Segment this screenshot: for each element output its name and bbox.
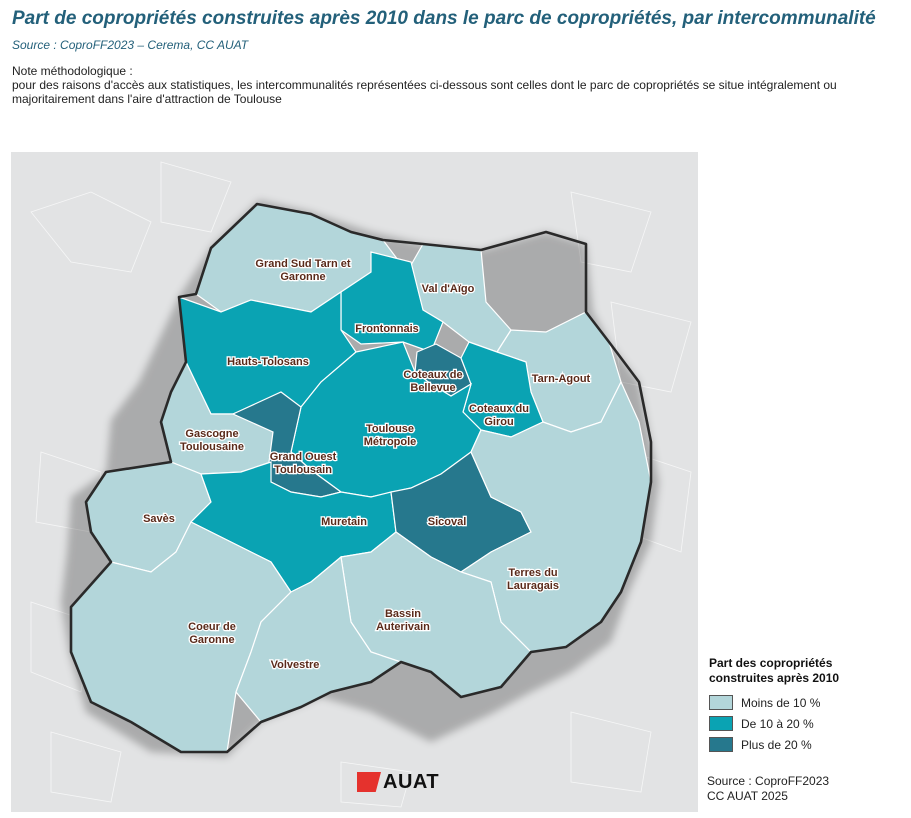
methodology-note: Note méthodologique : pour des raisons d…	[12, 64, 902, 106]
region-label: Terres du Lauragais	[507, 567, 559, 592]
region-label: Coteaux de Bellevue	[403, 369, 462, 394]
legend-item: De 10 à 20 %	[709, 713, 904, 734]
region-label: Grand Sud Tarn et Garonne	[255, 258, 350, 283]
legend-title-line-1: Part des copropriétés	[709, 656, 833, 670]
logo-text: AUAT	[383, 770, 440, 793]
legend-label: De 10 à 20 %	[741, 716, 814, 731]
region-label: Toulouse Métropole	[364, 423, 417, 448]
logo-mark-icon	[357, 772, 381, 792]
legend-item: Plus de 20 %	[709, 734, 904, 755]
legend-label: Plus de 20 %	[741, 737, 812, 752]
region-label: Val d'Aïgo	[422, 283, 475, 295]
region-label: Grand Ouest Toulousain	[270, 451, 337, 476]
note-heading: Note méthodologique :	[12, 64, 133, 78]
source-footer-line-2: CC AUAT 2025	[707, 789, 788, 803]
region-label: Sicoval	[428, 516, 467, 528]
legend-swatch	[709, 737, 733, 752]
region-labels: Grand Sud Tarn et Garonne Val d'Aïgo Fron…	[142, 257, 592, 673]
region-label: Muretain	[321, 516, 367, 528]
region-label: Coteaux du Girou	[469, 403, 529, 428]
region-label: Hauts-Tolosans	[227, 356, 309, 368]
study-area-outline	[69, 202, 653, 754]
legend-title-line-2: construites après 2010	[709, 671, 840, 685]
map-legend: Part des copropriétés construites après …	[709, 656, 904, 755]
region-label: Tarn-Agout	[532, 373, 591, 385]
map-title: Part de copropriétés construites après 2…	[12, 8, 876, 29]
legend-swatch	[709, 716, 733, 731]
commune-boundaries	[30, 161, 692, 808]
region-label: Frontonnais	[355, 323, 419, 335]
legend-item: Moins de 10 %	[709, 692, 904, 713]
auat-logo: AUAT	[357, 771, 439, 793]
legend-swatch	[709, 695, 733, 710]
source-footer: Source : CoproFF2023 CC AUAT 2025	[707, 774, 829, 804]
choropleth-map: Grand Sud Tarn et Garonne Val d'Aïgo Fron…	[11, 152, 698, 812]
legend-label: Moins de 10 %	[741, 695, 821, 710]
legend-title: Part des copropriétés construites après …	[709, 656, 904, 686]
region-label: Gascogne Toulousaine	[180, 428, 244, 453]
source-footer-line-1: Source : CoproFF2023	[707, 774, 830, 788]
region-label: Volvestre	[271, 659, 320, 671]
region-label: Coeur de Garonne	[188, 621, 236, 646]
map-svg: Grand Sud Tarn et Garonne Val d'Aïgo Fron…	[11, 152, 698, 812]
note-line-2: majoritairement dans l'aire d'attraction…	[12, 92, 282, 106]
note-line-1: pour des raisons d'accès aux statistique…	[12, 78, 837, 92]
source-caption: Source : CoproFF2023 – Cerema, CC AUAT	[12, 38, 249, 52]
region-label: Bassin Auterivain	[376, 608, 430, 633]
region-label: Savès	[143, 513, 175, 525]
